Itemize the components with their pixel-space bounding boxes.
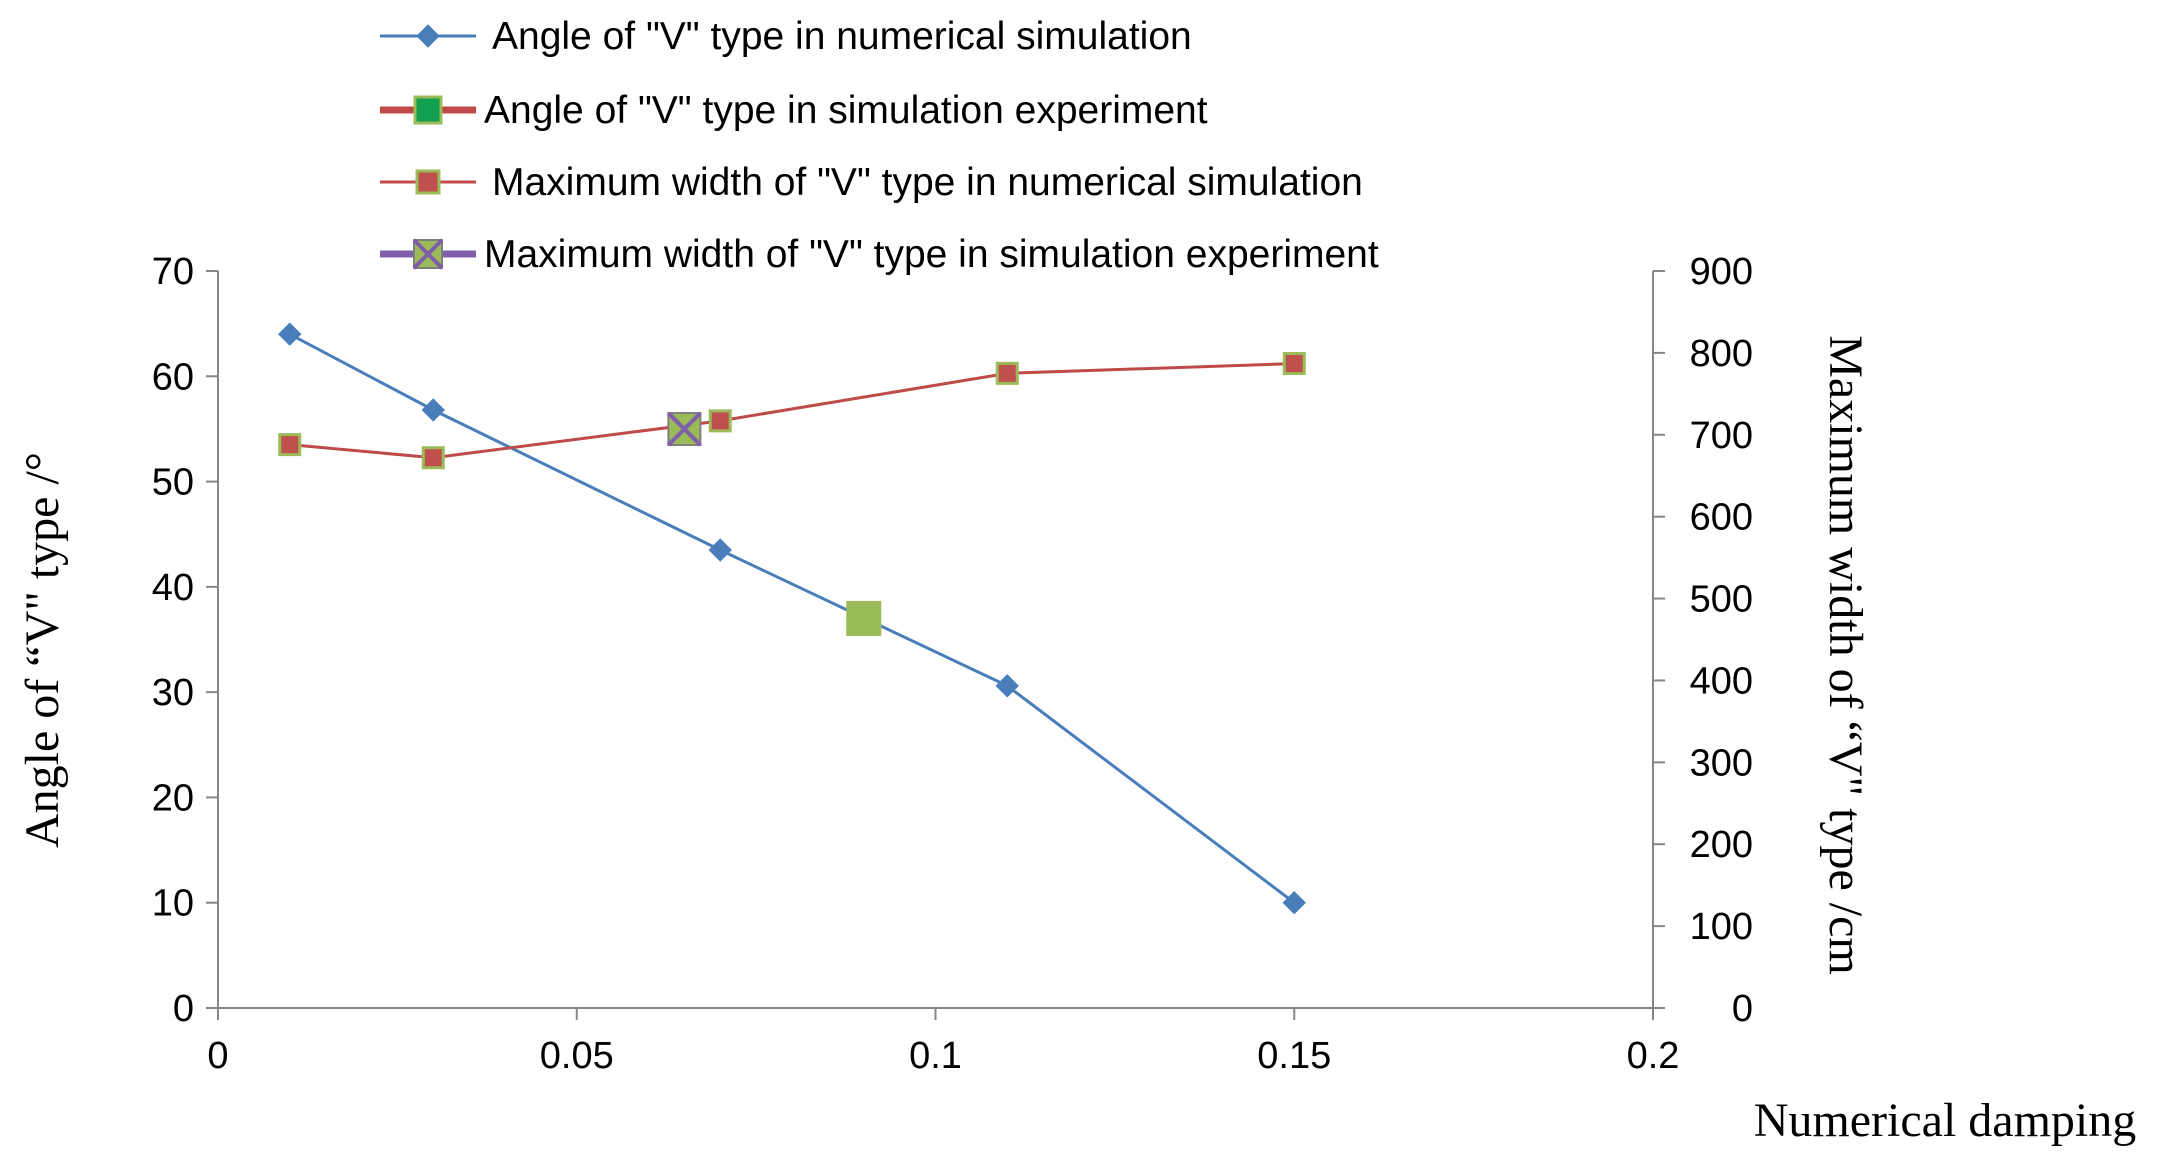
y-right-tick-label: 100 — [1690, 906, 1753, 948]
y-left-tick-label: 40 — [152, 567, 194, 609]
y-axis-right-title: Maximum width of “V" type /cm — [1819, 335, 1872, 975]
y-right-tick-label: 400 — [1690, 660, 1753, 702]
series-3-point — [278, 433, 302, 457]
x-tick-label: 0.15 — [1257, 1035, 1331, 1077]
legend-swatch-marker-cross — [412, 238, 444, 270]
legend-swatch-marker — [415, 169, 441, 195]
y-left-tick-label: 30 — [152, 672, 194, 714]
legend-label: Angle of "V" type in numerical simulatio… — [492, 15, 1192, 58]
series-1-point — [708, 538, 732, 562]
series-3-point — [421, 446, 445, 470]
legend-label: Angle of "V" type in simulation experime… — [484, 89, 1208, 132]
series-3-point — [708, 409, 732, 433]
legend-item-1: Angle of "V" type in numerical simulatio… — [380, 15, 1192, 58]
x-tick-label: 0 — [207, 1035, 228, 1077]
y-left-tick-label: 0 — [173, 988, 194, 1030]
series-3-point — [1282, 352, 1306, 376]
series-3-point — [995, 361, 1019, 385]
y-left-tick-label: 70 — [152, 251, 194, 293]
y-right-tick-label: 300 — [1690, 742, 1753, 784]
legend-item-3: Maximum width of "V" type in numerical s… — [380, 161, 1363, 204]
x-axis-title: Numerical damping — [1754, 1094, 2137, 1147]
series-1-point — [278, 322, 302, 346]
series-1-point — [995, 674, 1019, 698]
y-left-tick-label: 60 — [152, 356, 194, 398]
y-right-tick-label: 800 — [1690, 333, 1753, 375]
series-2 — [846, 600, 882, 636]
legend-swatch-marker — [416, 24, 440, 48]
series-1-point — [421, 398, 445, 422]
x-tick-label: 0.1 — [909, 1035, 962, 1077]
series-1 — [278, 322, 1306, 915]
legend-swatch-marker — [412, 238, 444, 270]
series-2-point — [846, 600, 882, 636]
y-left-tick-label: 10 — [152, 883, 194, 925]
y-right-tick-label: 0 — [1732, 988, 1753, 1030]
series-4-point — [666, 411, 702, 447]
series-1-point — [1282, 891, 1306, 915]
legend: Angle of "V" type in numerical simulatio… — [380, 15, 1379, 276]
series-layer — [278, 322, 1306, 915]
y-axis-left-title: Angle of “V" type /° — [16, 452, 69, 848]
series-1-line — [289, 332, 1296, 904]
legend-label: Maximum width of "V" type in numerical s… — [492, 161, 1363, 204]
legend-item-2: Angle of "V" type in simulation experime… — [380, 89, 1208, 132]
x-tick-label: 0.2 — [1627, 1035, 1680, 1077]
y-right-tick-label: 500 — [1690, 579, 1753, 621]
x-tick-label: 0.05 — [540, 1035, 614, 1077]
y-right-tick-label: 600 — [1690, 497, 1753, 539]
y-left-tick-label: 50 — [152, 462, 194, 504]
legend-swatch-marker — [413, 95, 443, 125]
series-4-point-cross — [666, 411, 702, 447]
y-left-tick-label: 20 — [152, 777, 194, 819]
legend-item-4: Maximum width of "V" type in simulation … — [380, 233, 1379, 276]
axes: 0102030405060700100200300400500600700800… — [152, 251, 1753, 1077]
legend-label: Maximum width of "V" type in simulation … — [484, 233, 1379, 276]
y-right-tick-label: 700 — [1690, 415, 1753, 457]
y-right-tick-label: 900 — [1690, 251, 1753, 293]
series-4 — [666, 411, 702, 447]
series-3 — [278, 352, 1306, 470]
y-right-tick-label: 200 — [1690, 824, 1753, 866]
